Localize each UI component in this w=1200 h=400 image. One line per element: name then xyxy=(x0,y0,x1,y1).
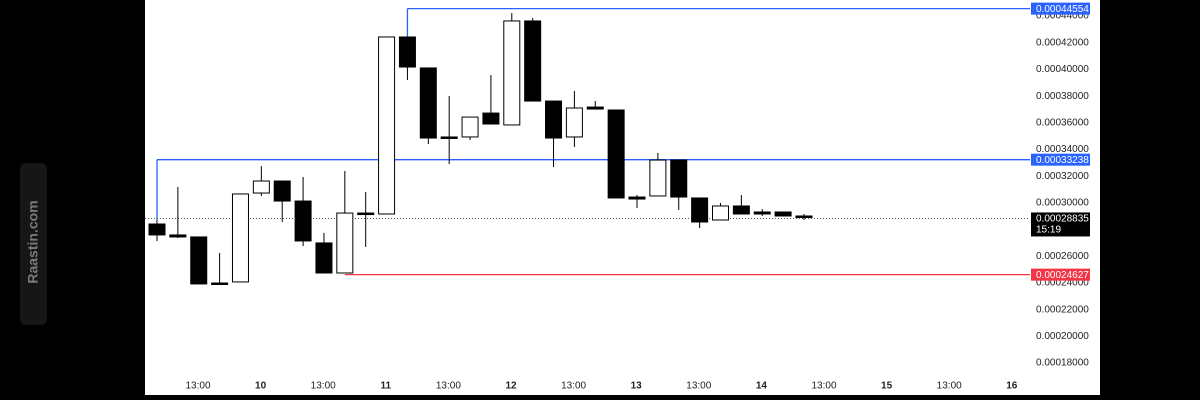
candle-body xyxy=(419,67,437,139)
candle-body xyxy=(273,180,291,202)
candle-body xyxy=(336,212,354,274)
x-tick-label: 13:00 xyxy=(185,381,210,392)
candle-body xyxy=(524,20,542,102)
candle-body xyxy=(545,100,563,139)
last-price-box xyxy=(1031,212,1090,237)
y-tick-label: 0.00018000 xyxy=(1036,358,1089,369)
watermark-panel xyxy=(20,163,47,325)
candle-body xyxy=(231,193,249,283)
x-tick-label: 12 xyxy=(505,381,517,392)
candle-body xyxy=(732,205,750,215)
candle-body xyxy=(670,159,688,198)
price-label-box xyxy=(1031,153,1090,166)
x-tick-label: 10 xyxy=(255,381,267,392)
price-label: 0.00044554 xyxy=(1036,4,1089,15)
candle-body xyxy=(691,197,709,223)
price-label: 0.00033238 xyxy=(1036,155,1089,166)
y-tick-label: 0.00022000 xyxy=(1036,304,1089,315)
y-tick-label: 0.00042000 xyxy=(1036,37,1089,48)
candle-body xyxy=(774,211,792,217)
last-price-label: 0.00028835 xyxy=(1036,214,1089,225)
candle-body xyxy=(607,109,625,199)
y-tick-label: 0.00030000 xyxy=(1036,198,1089,209)
x-tick-label: 13:00 xyxy=(436,381,461,392)
candle-body xyxy=(211,282,229,286)
candle-body xyxy=(649,159,667,197)
candle-body xyxy=(315,242,333,274)
candle-body xyxy=(252,180,270,194)
candle-body xyxy=(398,36,416,68)
x-tick-label: 13:00 xyxy=(311,381,336,392)
y-tick-label: 0.00020000 xyxy=(1036,331,1089,342)
candle-body xyxy=(294,200,312,242)
y-tick-label: 0.00044000 xyxy=(1036,11,1089,22)
x-tick-label: 14 xyxy=(756,381,768,392)
y-tick-label: 0.00032000 xyxy=(1036,171,1089,182)
candle-body xyxy=(357,212,375,216)
y-tick-label: 0.00024000 xyxy=(1036,278,1089,289)
price-label: 0.00024627 xyxy=(1036,270,1089,281)
y-tick-label: 0.00026000 xyxy=(1036,251,1089,262)
x-tick-label: 13 xyxy=(631,381,643,392)
x-tick-label: 13:00 xyxy=(811,381,836,392)
candle-body xyxy=(565,107,583,138)
x-tick-label: 11 xyxy=(381,381,392,392)
y-tick-label: 0.00040000 xyxy=(1036,64,1089,75)
x-tick-label: 13:00 xyxy=(561,381,586,392)
candle-body xyxy=(753,211,771,215)
x-tick-label: 13:00 xyxy=(937,381,962,392)
candle-body xyxy=(795,215,813,218)
candle-body xyxy=(461,116,479,138)
y-tick-label: 0.00036000 xyxy=(1036,117,1089,128)
x-tick-label: 13:00 xyxy=(686,381,711,392)
candle-body xyxy=(482,112,500,125)
price-label-box xyxy=(1031,2,1090,15)
y-tick-label: 0.00034000 xyxy=(1036,144,1089,155)
candle-body xyxy=(148,223,166,236)
watermark: Raastin.com xyxy=(25,200,41,283)
candle-body xyxy=(378,36,396,215)
candle-body xyxy=(169,234,187,238)
price-label-box xyxy=(1031,268,1090,281)
countdown-label: 15:19 xyxy=(1036,225,1061,236)
candle-body xyxy=(628,196,646,200)
x-tick-label: 15 xyxy=(881,381,893,392)
candle-body xyxy=(503,20,521,126)
candle-body xyxy=(711,205,729,221)
y-tick-label: 0.00038000 xyxy=(1036,91,1089,102)
x-tick-label: 16 xyxy=(1006,381,1018,392)
candle-body xyxy=(190,236,208,285)
candle-body xyxy=(440,136,458,139)
candle-body xyxy=(586,106,604,110)
